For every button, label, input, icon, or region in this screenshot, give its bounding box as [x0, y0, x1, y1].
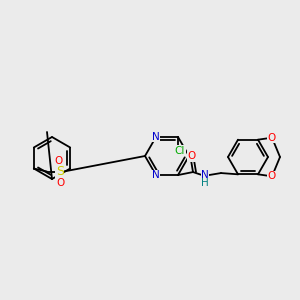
Text: O: O: [268, 171, 276, 181]
Text: Cl: Cl: [175, 146, 185, 156]
Text: N: N: [152, 170, 160, 180]
Text: N: N: [201, 170, 209, 180]
Text: N: N: [152, 132, 160, 142]
Text: O: O: [57, 178, 65, 188]
Text: O: O: [268, 133, 276, 143]
Text: O: O: [55, 155, 63, 166]
Text: S: S: [56, 165, 64, 178]
Text: H: H: [201, 178, 209, 188]
Text: O: O: [188, 151, 196, 161]
